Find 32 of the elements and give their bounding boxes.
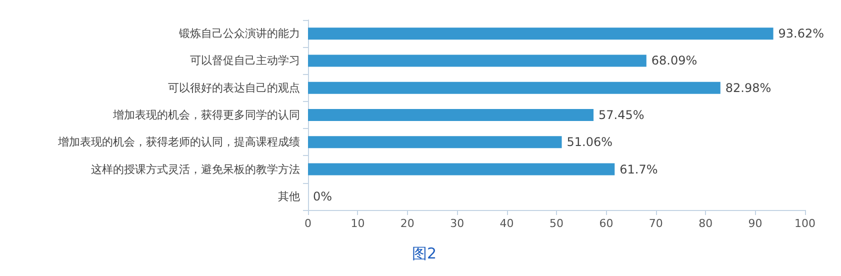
data-label: 61.7% [620, 162, 658, 176]
x-tick-label: 50 [550, 217, 564, 230]
data-label: 68.09% [651, 54, 698, 68]
x-tick-label: 70 [648, 217, 663, 230]
x-tick-label: 30 [450, 217, 464, 230]
data-label: 93.62% [778, 26, 824, 41]
bar [308, 136, 562, 148]
x-tick-label: 90 [748, 217, 762, 230]
x-tick-label: 10 [350, 217, 365, 230]
caption: 图2 [412, 244, 437, 262]
y-tick-label: 这样的授课方式灵活，避免呆板的教学方法 [91, 162, 300, 176]
data-label: 0% [313, 189, 332, 204]
y-tick-label: 可以很好的表达自己的观点 [168, 81, 300, 94]
y-tick-label: 增加表现的机会，获得更多同学的认同 [112, 108, 300, 122]
y-tick-label: 锻炼自己公众演讲的能力 [178, 27, 300, 40]
bar [308, 82, 720, 94]
y-tick-label: 可以督促自己主动学习 [190, 54, 300, 68]
x-tick-label: 100 [794, 217, 816, 230]
x-tick-label: 60 [599, 217, 614, 230]
data-label: 51.06% [566, 135, 613, 150]
bar [308, 163, 615, 176]
bar [308, 109, 594, 121]
x-tick-label: 0 [304, 217, 312, 230]
x-tick-label: 40 [500, 217, 514, 230]
x-tick-label: 80 [698, 217, 713, 230]
data-label: 57.45% [598, 108, 644, 122]
x-tick-label: 20 [400, 217, 414, 230]
data-label: 82.98% [725, 80, 772, 95]
bar [308, 54, 646, 67]
y-tick-label: 其他 [278, 190, 300, 203]
bar [308, 28, 774, 40]
y-tick-label: 增加表现的机会，获得老师的认同，提高课程成绩 [57, 136, 300, 149]
